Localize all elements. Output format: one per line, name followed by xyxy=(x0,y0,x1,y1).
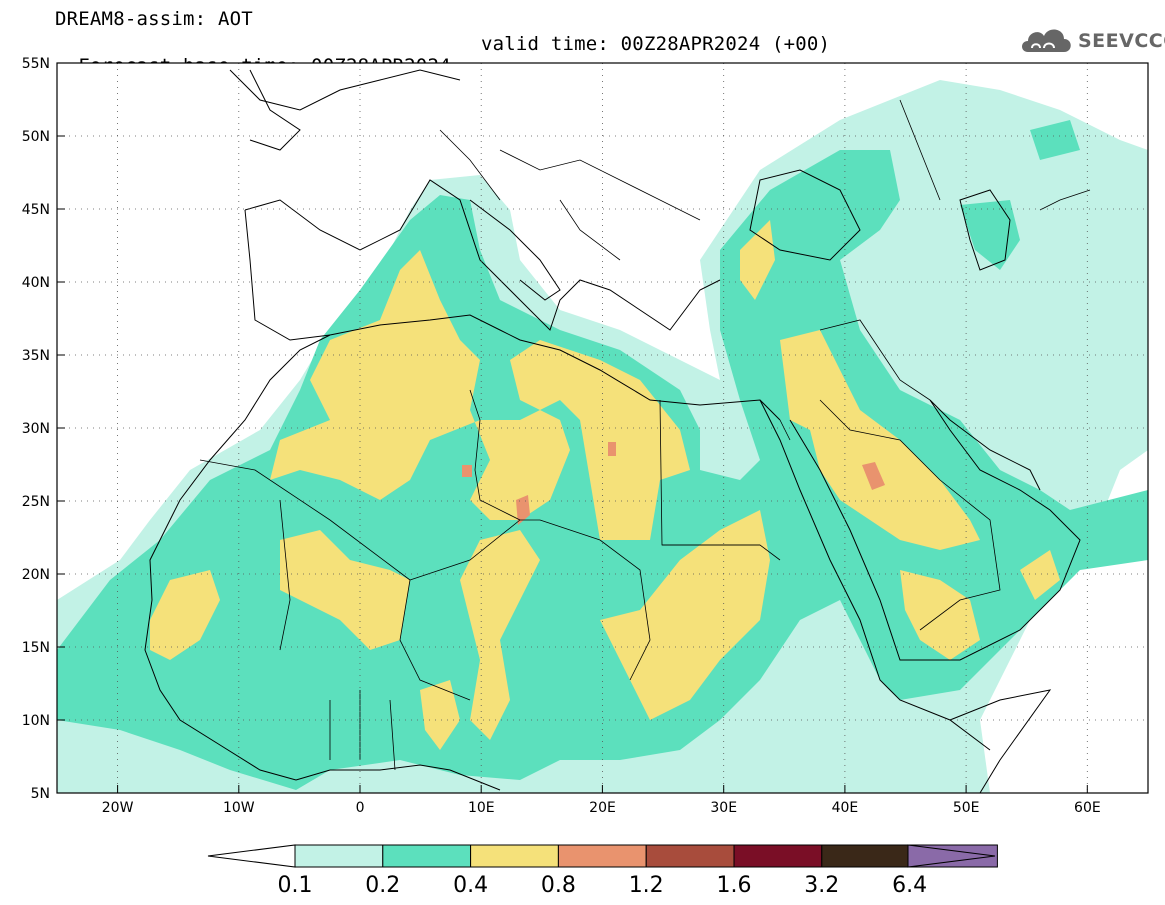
colorbar-box xyxy=(470,844,559,868)
colorbar-label: 0.2 xyxy=(365,873,401,898)
aot-band-0.8-a xyxy=(516,495,530,525)
border-nigeria xyxy=(329,690,396,771)
lat-tick-label: 55N xyxy=(22,56,50,72)
border-sudan xyxy=(662,544,781,561)
valid-time: valid time: 00Z28APR2024 (+00) xyxy=(481,33,831,55)
lon-tick-label: 40E xyxy=(832,800,859,816)
border-niger xyxy=(399,579,471,701)
lat-tick-label: 50N xyxy=(22,129,50,145)
colorbar-box xyxy=(294,844,384,868)
lon-tick-label: 20E xyxy=(589,800,616,816)
coastline-horn xyxy=(949,689,1052,793)
colorbar-box xyxy=(821,844,911,868)
colorbar xyxy=(207,844,998,868)
lat-tick-label: 5N xyxy=(31,786,50,802)
coastline-med-south xyxy=(329,314,781,421)
coastline-italy xyxy=(469,199,561,301)
lat-tick-label: 15N xyxy=(22,640,50,656)
colorbar-over-arrow xyxy=(907,844,996,868)
colorbar-label: 0.4 xyxy=(453,873,489,898)
logo-text: SEEVCCC xyxy=(1078,30,1165,52)
aot-band-0.4-turkey xyxy=(740,220,775,300)
borders xyxy=(199,99,1091,771)
lat-tick-label: 25N xyxy=(22,494,50,510)
border-iraq-iran xyxy=(819,319,931,401)
border-saudi xyxy=(819,399,1001,631)
border-egypt-east xyxy=(779,419,791,441)
map-title: DREAM8-assim: AOT xyxy=(55,8,253,30)
colorbar-label: 6.4 xyxy=(892,873,928,898)
map-ticks xyxy=(57,135,1088,793)
colorbar-label: 3.2 xyxy=(804,873,840,898)
lon-tick-label: 50E xyxy=(953,800,980,816)
aot-band-0.8-d xyxy=(862,462,885,490)
border-libya xyxy=(469,389,521,521)
lon-tick-label: 10W xyxy=(223,800,255,816)
coastline-red-sea xyxy=(759,399,991,751)
lat-tick-label: 35N xyxy=(22,348,50,364)
colorbar-label: 0.1 xyxy=(277,873,313,898)
coastline-arabia xyxy=(789,399,1081,661)
coastline-europe-north xyxy=(229,69,461,111)
border-mauritania xyxy=(279,499,291,651)
colorbar-box xyxy=(645,844,735,868)
aot-band-0.4-sahel xyxy=(280,530,410,650)
aot-band-0.4-westafrica xyxy=(150,570,220,660)
colorbar-label: 1.6 xyxy=(716,873,752,898)
lon-tick-label: 10E xyxy=(468,800,495,816)
colorbar-label: 0.8 xyxy=(540,873,576,898)
aot-band-0.8-b xyxy=(462,465,472,477)
aot-band-0.4-sudan xyxy=(600,510,770,720)
coastline-caspian xyxy=(959,189,1011,271)
aot-band-0.4 xyxy=(270,250,690,540)
lon-tick-label: 60E xyxy=(1074,800,1101,816)
border-algeria-mali xyxy=(409,519,540,581)
aot-band-0.4-chad xyxy=(460,530,540,740)
colorbar-box xyxy=(382,844,472,868)
coastline-iberia xyxy=(244,209,331,341)
lat-tick-label: 45N xyxy=(22,202,50,218)
coastline-persian-gulf xyxy=(929,399,1041,491)
border-russia xyxy=(899,99,1091,211)
lon-tick-label: 20W xyxy=(102,800,134,816)
aot-band-0.2-caspian xyxy=(960,200,1020,270)
aot-band-0.4-nigeria xyxy=(420,680,460,750)
aot-band-0.8-c xyxy=(608,442,616,456)
coastline-gulf-guinea xyxy=(295,764,501,791)
coastline-europe-south xyxy=(244,179,721,331)
coastline-britain xyxy=(249,69,301,151)
border-sahara-west xyxy=(199,459,411,581)
aot-band-0.2-east xyxy=(1030,120,1080,160)
coastline-black-sea xyxy=(749,169,861,261)
lon-tick-labels: 20W 10W 0 10E 20E 30E 40E 50E 60E xyxy=(102,800,1101,816)
colorbar-under-arrow xyxy=(207,844,296,868)
coastlines xyxy=(144,69,1081,793)
lat-tick-labels: 55N 50N 45N 40N 35N 30N 25N 20N 15N 10N 5N xyxy=(22,56,50,802)
colorbar-label: 1.2 xyxy=(628,873,664,898)
colorbar-box xyxy=(557,844,647,868)
aot-band-0.4-arabia xyxy=(780,330,980,550)
lat-tick-label: 10N xyxy=(22,713,50,729)
border-europe xyxy=(439,129,701,261)
aot-band-0.4-oman xyxy=(1020,550,1060,600)
colorbar-box xyxy=(733,844,823,868)
cloud-icon xyxy=(1022,29,1071,52)
border-chad xyxy=(539,519,651,681)
lat-tick-label: 30N xyxy=(22,421,50,437)
aot-contours xyxy=(57,80,1148,793)
seevccc-logo: SEEVCCC xyxy=(1018,22,1165,58)
lon-tick-label: 30E xyxy=(710,800,737,816)
coastline-west-africa xyxy=(144,334,331,781)
lat-tick-label: 20N xyxy=(22,567,50,583)
lon-tick-label: 0 xyxy=(356,800,365,816)
lat-tick-label: 40N xyxy=(22,275,50,291)
